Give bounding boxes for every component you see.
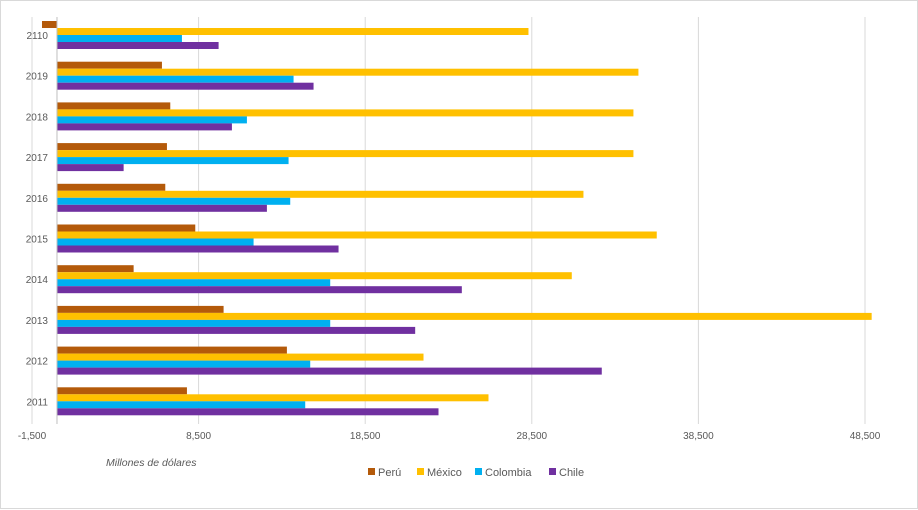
y-axis-tick-labels: 2110 2019 2018 2017 2016 2015 2014 2013 2012 2011 — [26, 31, 49, 408]
y-tick-label: 2015 — [26, 235, 49, 246]
bar-perú-2110 — [41, 21, 57, 28]
legend-label-méxico: México — [427, 467, 462, 479]
legend-swatch-méxico — [417, 468, 424, 475]
bar-colombia-2013 — [56, 319, 331, 327]
bar-méxico-2018 — [56, 109, 634, 117]
bar-méxico-2019 — [56, 68, 639, 76]
y-tick-label: 2011 — [26, 397, 48, 408]
bar-colombia-2011 — [56, 401, 306, 409]
bar-chile-2017 — [56, 164, 124, 172]
bars — [41, 21, 872, 416]
bar-perú-2019 — [56, 61, 162, 69]
y-tick-label: 2014 — [26, 275, 49, 286]
bar-méxico-2110 — [56, 28, 529, 35]
y-tick-label: 2019 — [26, 72, 49, 83]
bar-méxico-2012 — [56, 353, 424, 361]
y-tick-label: 2110 — [26, 31, 48, 42]
y-tick-label: 2018 — [26, 112, 49, 123]
bar-chile-2019 — [56, 82, 314, 90]
legend: Perú México Colombia Chile — [368, 467, 584, 479]
bar-chile-2013 — [56, 326, 416, 334]
bar-méxico-2013 — [56, 312, 872, 320]
bar-méxico-2014 — [56, 272, 572, 280]
x-axis-tick-labels: -1,500 8,500 18,500 28,500 38,500 48,500 — [18, 431, 881, 442]
x-tick-label: 38,500 — [683, 431, 714, 442]
bar-colombia-2012 — [56, 360, 311, 368]
bar-méxico-2015 — [56, 231, 657, 239]
bar-chile-2110 — [56, 42, 219, 49]
bar-colombia-2018 — [56, 116, 247, 124]
legend-label-perú: Perú — [378, 467, 401, 479]
bar-perú-2015 — [56, 224, 196, 232]
legend-label-chile: Chile — [559, 467, 584, 479]
bar-chile-2012 — [56, 367, 602, 375]
x-tick-label: 8,500 — [186, 431, 211, 442]
bar-perú-2013 — [56, 305, 224, 313]
bar-chile-2014 — [56, 286, 462, 294]
bar-méxico-2017 — [56, 150, 634, 158]
bar-chile-2015 — [56, 245, 339, 253]
x-tick-label: 18,500 — [350, 431, 381, 442]
legend-swatch-colombia — [475, 468, 482, 475]
y-tick-label: 2017 — [26, 153, 49, 164]
bar-colombia-2015 — [56, 238, 254, 246]
x-tick-label: 48,500 — [850, 431, 881, 442]
bar-chile-2018 — [56, 123, 232, 131]
y-tick-label: 2012 — [26, 357, 49, 368]
bar-perú-2014 — [56, 265, 134, 273]
bar-méxico-2016 — [56, 190, 584, 198]
bar-méxico-2011 — [56, 394, 489, 402]
bar-perú-2018 — [56, 102, 171, 110]
y-tick-label: 2016 — [26, 194, 49, 205]
bar-perú-2017 — [56, 143, 167, 151]
x-tick-label: -1,500 — [18, 431, 47, 442]
legend-swatch-perú — [368, 468, 375, 475]
y-tick-label: 2013 — [26, 316, 49, 327]
legend-swatch-chile — [549, 468, 556, 475]
bar-colombia-2110 — [56, 35, 182, 42]
x-tick-label: 28,500 — [517, 431, 548, 442]
bar-chile-2011 — [56, 408, 439, 416]
bar-perú-2012 — [56, 346, 287, 354]
legend-label-colombia: Colombia — [485, 467, 532, 479]
bar-colombia-2014 — [56, 279, 331, 287]
x-axis-label: Millones de dólares — [106, 457, 197, 469]
bar-colombia-2017 — [56, 157, 289, 165]
bar-perú-2011 — [56, 387, 187, 395]
bar-perú-2016 — [56, 183, 166, 191]
bar-colombia-2019 — [56, 75, 294, 83]
bar-chile-2016 — [56, 204, 267, 212]
bar-colombia-2016 — [56, 197, 291, 205]
